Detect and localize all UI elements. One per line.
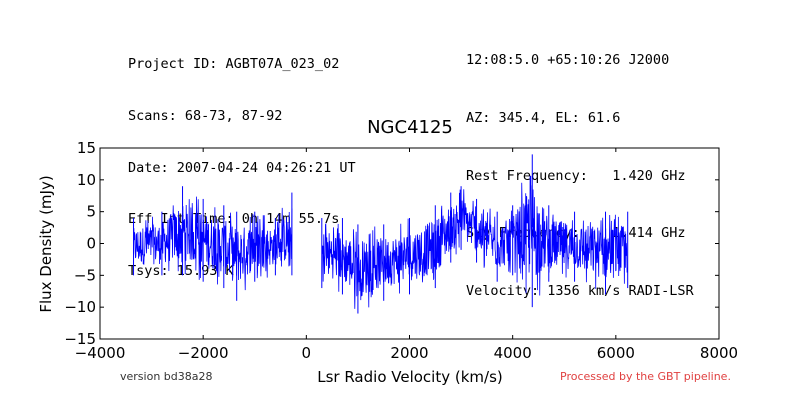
project-id-text: Project ID: AGBT07A_023_02 xyxy=(128,56,340,73)
az-el-text: AZ: 345.4, EL: 61.6 xyxy=(466,110,621,127)
y-tick-label: −5 xyxy=(74,266,96,284)
x-tick-label: 6000 xyxy=(597,344,635,362)
axis-ticks: −4000 −2000 0 2000 4000 6000 8000 −15 −10 −5 0 5 10 1… xyxy=(64,139,738,362)
x-tick-label: 2000 xyxy=(390,344,428,362)
y-axis-label: Flux Density (mJy) xyxy=(37,175,55,312)
y-tick-label: −10 xyxy=(64,298,96,316)
y-tick-label: 15 xyxy=(77,139,96,157)
velocity-text: Velocity: 1356 km/s RADI-LSR xyxy=(466,282,694,299)
y-tick-label: −15 xyxy=(64,330,96,348)
observation-info-left: Project ID: AGBT07A_023_02 Scans: 68-73,… xyxy=(128,22,356,297)
x-tick-label: 8000 xyxy=(700,344,738,362)
y-tick-label: 0 xyxy=(86,235,96,253)
x-tick-label: 0 xyxy=(302,344,312,362)
pipeline-note: Processed by the GBT pipeline. xyxy=(560,370,731,383)
x-tick-label: −4000 xyxy=(75,344,126,362)
y-tick-label: 5 xyxy=(86,203,96,221)
spectrum-line-segment xyxy=(133,196,293,291)
spectrum-data xyxy=(133,154,629,314)
coordinates-text: 12:08:5.0 +65:10:26 J2000 xyxy=(466,52,670,69)
chart-title: NGC4125 xyxy=(367,117,453,138)
version-note: version bd38a28 xyxy=(120,370,213,383)
spectrum-line-segment xyxy=(321,175,629,309)
x-axis-label: Lsr Radio Velocity (km/s) xyxy=(317,368,503,386)
rest-frequency-text: Rest Frequency: 1.420 GHz xyxy=(466,167,686,184)
x-tick-label: 4000 xyxy=(494,344,532,362)
scans-text: Scans: 68-73, 87-92 xyxy=(128,108,283,125)
date-text: Date: 2007-04-24 04:26:21 UT xyxy=(128,159,356,176)
x-tick-label: −2000 xyxy=(178,344,229,362)
y-tick-label: 10 xyxy=(77,171,96,189)
